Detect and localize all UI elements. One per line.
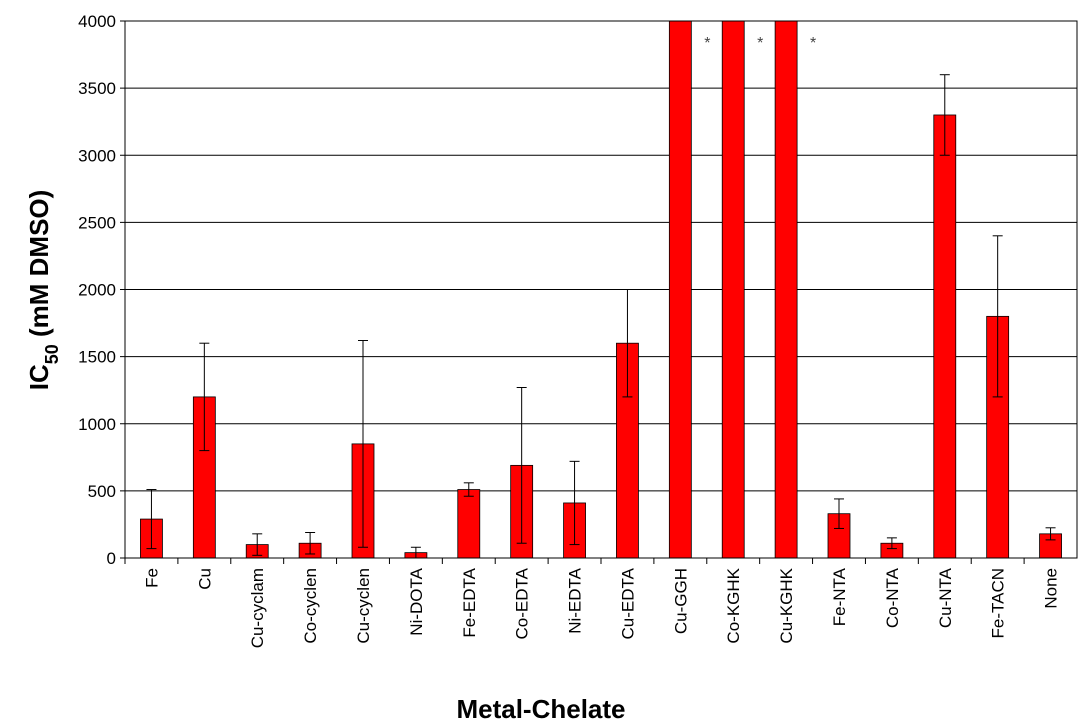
y-tick-label: 1000 [78,415,116,434]
bar [668,20,692,559]
y-tick-label: 4000 [78,12,116,31]
x-tick-label: Co-cyclen [301,568,320,644]
y-tick-label: 2000 [78,281,116,300]
y-tick-label: 1500 [78,348,116,367]
x-tick-label: Fe-NTA [830,567,849,626]
y-tick-label: 2500 [78,213,116,232]
y-tick-labels: 0 500 1000 1500 2000 2500 3000 3500 4000 [78,12,116,568]
annotations: * * * [704,35,816,52]
annotation-asterisk: * [704,35,710,52]
y-tick-label: 500 [88,482,116,501]
x-tick-label: Fe-TACN [989,568,1008,639]
bar [774,20,798,559]
bar [457,489,481,559]
bar [933,114,957,559]
x-tick-label: Cu-EDTA [618,567,637,639]
x-tick-label: Co-KGHK [724,567,743,643]
x-tick-label: None [1042,568,1061,609]
y-tick-label: 3500 [78,79,116,98]
x-tick-label: Cu-cyclen [354,568,373,644]
x-tick-labels: Fe Cu Cu-cyclam Co-cyclen Cu-cyclen Ni-DOTA Fe… [142,567,1060,648]
gridlines [125,20,1077,492]
x-tick-label: Cu-cyclam [248,568,267,648]
annotation-asterisk: * [757,35,763,52]
x-tick-label: Fe-EDTA [460,567,479,637]
x-tick-label: Ni-DOTA [407,567,426,635]
y-axis-title: IC50 (mM DMSO) [24,190,62,391]
error-bars [146,74,1056,559]
x-tick-label: Cu-NTA [936,567,955,628]
x-tick-label: Co-EDTA [513,567,532,639]
x-tick-label: Co-NTA [883,567,902,628]
annotation-asterisk: * [810,35,816,52]
x-tick-label: Cu-GGH [671,568,690,634]
x-axis-title: Metal-Chelate [456,694,625,724]
bar [721,20,745,559]
x-tick-label: Fe [142,568,161,588]
x-tick-label: Cu-KGHK [777,567,796,643]
y-tick-label: 3000 [78,146,116,165]
x-tick-label: Ni-EDTA [566,567,585,633]
x-tick-label: Cu [195,568,214,590]
y-tick-label: 0 [107,549,116,568]
axes [120,20,1078,564]
